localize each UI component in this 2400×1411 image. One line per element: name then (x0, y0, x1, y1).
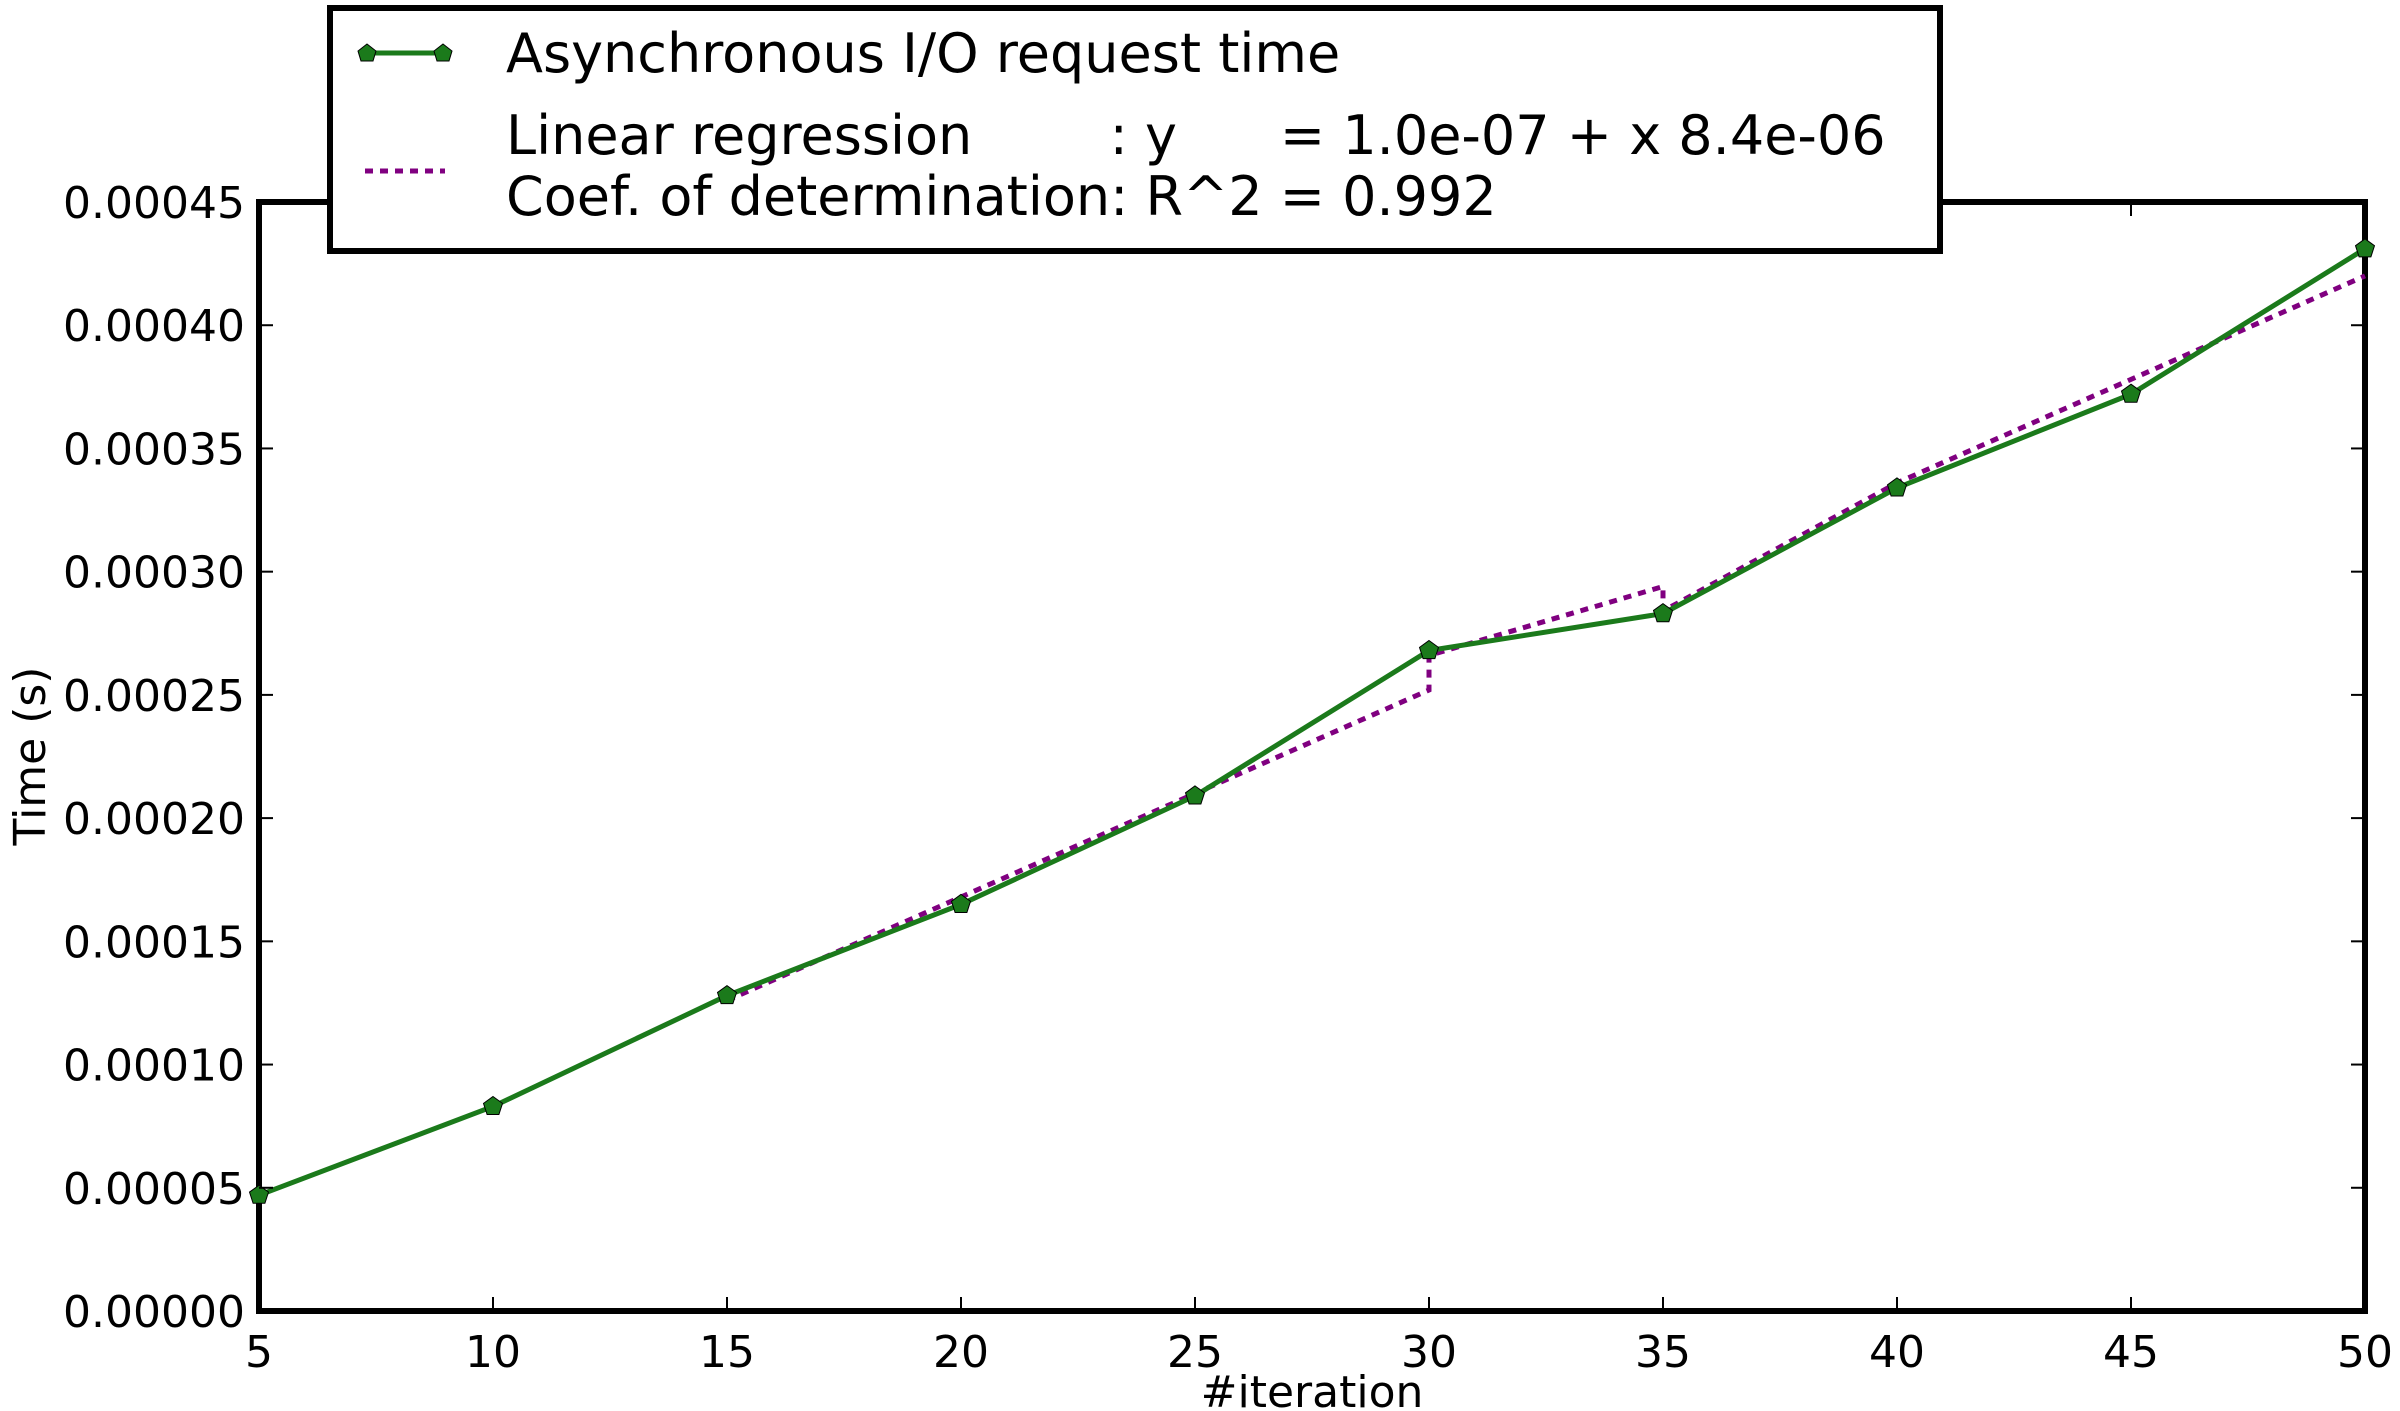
plot-area (248, 199, 2376, 1314)
data-point-5 (248, 1184, 270, 1204)
y-tick-label-8: 0.00040 (63, 301, 245, 352)
x-tick-label-25: 25 (1167, 1327, 1223, 1378)
data-point-50 (2354, 238, 2376, 258)
data-point-40 (1886, 477, 1908, 497)
y-tick-label-2: 0.00010 (63, 1041, 245, 1092)
legend-marker-async-left (357, 43, 377, 62)
x-tick-label-30: 30 (1401, 1327, 1457, 1378)
x-tick-label-45: 45 (2103, 1327, 2159, 1378)
data-point-10 (482, 1095, 504, 1115)
y-tick-label-4: 0.00020 (63, 794, 245, 845)
x-tick-label-50: 50 (2337, 1327, 2393, 1378)
data-point-20 (950, 893, 972, 913)
x-tick-label-20: 20 (933, 1327, 989, 1378)
y-axis-label: Time (s) (5, 667, 56, 847)
y-tick-label-3: 0.00015 (63, 917, 245, 968)
x-tick-label-40: 40 (1869, 1327, 1925, 1378)
data-point-30 (1418, 639, 1440, 660)
data-point-25 (1184, 785, 1206, 805)
data-point-35 (1652, 602, 1674, 623)
x-tick-label-5: 5 (245, 1327, 273, 1378)
data-point-15 (716, 984, 738, 1005)
y-tick-label-5: 0.00025 (63, 671, 245, 722)
x-tick-label-15: 15 (699, 1327, 755, 1378)
x-axis-label: #iteration (1201, 1367, 1424, 1411)
legend: Asynchronous I/O request time Linear reg… (327, 5, 1943, 254)
legend-label-regression: Linear regression : y = 1.0e-07 + x 8.4e… (506, 104, 1886, 167)
series-layer (248, 238, 2376, 1204)
legend-marker-async-right (433, 43, 453, 62)
x-tick-label-35: 35 (1635, 1327, 1691, 1378)
y-tick-label-6: 0.00030 (63, 548, 245, 599)
series-line-0 (258, 246, 2367, 1198)
legend-label-r2: Coef. of determination: R^2 = 0.992 (506, 165, 1497, 228)
y-tick-label-1: 0.00005 (63, 1164, 245, 1215)
legend-label-async: Asynchronous I/O request time (506, 22, 1340, 85)
y-tick-label-9: 0.00045 (63, 178, 245, 229)
data-point-45 (2120, 383, 2142, 403)
y-tick-label-7: 0.00035 (63, 424, 245, 475)
y-tick-label-0: 0.00000 (63, 1287, 245, 1338)
legend-frame (327, 5, 1943, 254)
x-tick-label-10: 10 (465, 1327, 521, 1378)
plot-frame (256, 199, 2368, 1314)
tick-labels: 5 10 15 20 25 30 35 40 45 50 0.00000 0.00005 0.00010… (63, 178, 2393, 1378)
